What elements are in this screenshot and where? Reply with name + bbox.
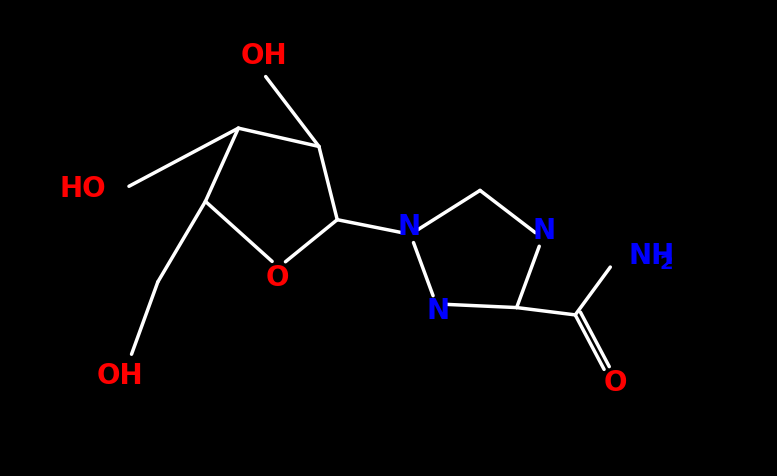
Text: NH: NH: [629, 242, 675, 270]
Text: N: N: [398, 213, 420, 241]
Text: N: N: [426, 297, 449, 325]
Text: O: O: [604, 369, 627, 397]
Text: N: N: [532, 217, 556, 245]
Text: 2: 2: [660, 254, 673, 273]
Text: OH: OH: [96, 362, 143, 390]
Text: O: O: [266, 264, 289, 292]
Text: HO: HO: [60, 175, 106, 203]
Text: OH: OH: [241, 42, 287, 70]
